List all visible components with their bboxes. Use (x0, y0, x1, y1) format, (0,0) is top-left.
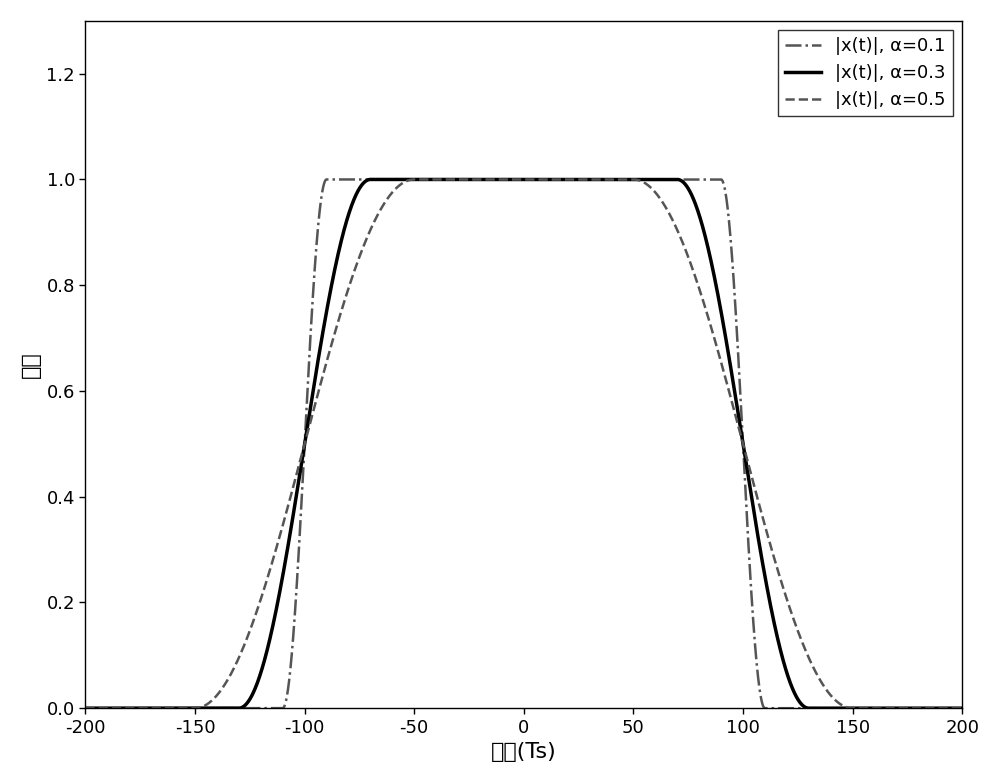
|x(t)|, α=0.5 (886, 703, 898, 713)
Line: |x(t)|, α=0.3: |x(t)|, α=0.3 (85, 179, 962, 708)
|x(t)|, α=0.5 (717, 363, 729, 372)
Line: |x(t)|, α=0.5: |x(t)|, α=0.5 (85, 179, 962, 708)
|x(t)|, α=0.1 (448, 175, 460, 184)
|x(t)|, α=0.1 (929, 703, 941, 713)
|x(t)|, α=0.3 (448, 175, 460, 184)
|x(t)|, α=0.3 (496, 175, 508, 184)
|x(t)|, α=0.3 (455, 175, 467, 184)
|x(t)|, α=0.3 (717, 315, 729, 324)
|x(t)|, α=0.5 (956, 703, 968, 713)
|x(t)|, α=0.1 (321, 175, 333, 184)
|x(t)|, α=0.3 (956, 703, 968, 713)
|x(t)|, α=0.1 (956, 703, 968, 713)
|x(t)|, α=0.5 (929, 703, 941, 713)
|x(t)|, α=0.1 (886, 703, 898, 713)
|x(t)|, α=0.1 (455, 175, 467, 184)
Legend: |x(t)|, α=0.1, |x(t)|, α=0.3, |x(t)|, α=0.5: |x(t)|, α=0.1, |x(t)|, α=0.3, |x(t)|, α=… (778, 30, 953, 117)
|x(t)|, α=0.1 (79, 703, 91, 713)
|x(t)|, α=0.1 (496, 175, 508, 184)
|x(t)|, α=0.3 (364, 175, 376, 184)
|x(t)|, α=0.5 (79, 703, 91, 713)
X-axis label: 时间(Ts): 时间(Ts) (491, 742, 557, 762)
|x(t)|, α=0.5 (455, 175, 467, 184)
|x(t)|, α=0.3 (79, 703, 91, 713)
Line: |x(t)|, α=0.1: |x(t)|, α=0.1 (85, 179, 962, 708)
|x(t)|, α=0.5 (408, 175, 420, 184)
|x(t)|, α=0.1 (717, 176, 729, 186)
|x(t)|, α=0.3 (929, 703, 941, 713)
|x(t)|, α=0.5 (496, 175, 508, 184)
|x(t)|, α=0.5 (448, 175, 460, 184)
Y-axis label: 幅度: 幅度 (21, 351, 41, 378)
|x(t)|, α=0.3 (886, 703, 898, 713)
